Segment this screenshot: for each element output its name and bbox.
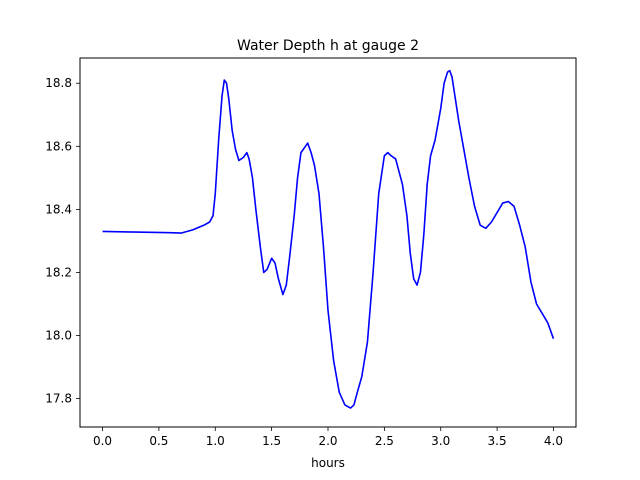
y-axis-ticks: 17.8 18.0 18.2 18.4 18.6 18.8 xyxy=(45,76,80,406)
x-tick-label: 2.0 xyxy=(318,434,337,448)
series-line-0 xyxy=(102,69,555,409)
axes-frame xyxy=(79,57,577,428)
y-tick-label: 18.2 xyxy=(45,265,72,279)
plot-area: 0.0 0.5 1.0 1.5 2.0 2.5 3.0 3.5 4.0 17.8 18.0 18.2… xyxy=(45,57,577,448)
x-tick-label: 1.0 xyxy=(206,434,225,448)
series-layer xyxy=(102,69,555,409)
x-tick-label: 4.0 xyxy=(544,434,563,448)
y-tick-label: 18.4 xyxy=(45,202,72,216)
x-tick-label: 0.0 xyxy=(93,434,112,448)
x-tick-label: 2.5 xyxy=(375,434,394,448)
y-tick-label: 18.8 xyxy=(45,76,72,90)
x-axis-label: hours xyxy=(311,456,345,470)
x-tick-label: 0.5 xyxy=(149,434,168,448)
y-tick-label: 17.8 xyxy=(45,392,72,406)
chart-title: Water Depth h at gauge 2 xyxy=(237,38,419,54)
x-tick-label: 1.5 xyxy=(262,434,281,448)
x-axis-ticks: 0.0 0.5 1.0 1.5 2.0 2.5 3.0 3.5 4.0 xyxy=(93,427,563,448)
x-tick-label: 3.0 xyxy=(431,434,450,448)
y-tick-label: 18.0 xyxy=(45,329,72,343)
x-tick-label: 3.5 xyxy=(488,434,507,448)
y-tick-label: 18.6 xyxy=(45,139,72,153)
